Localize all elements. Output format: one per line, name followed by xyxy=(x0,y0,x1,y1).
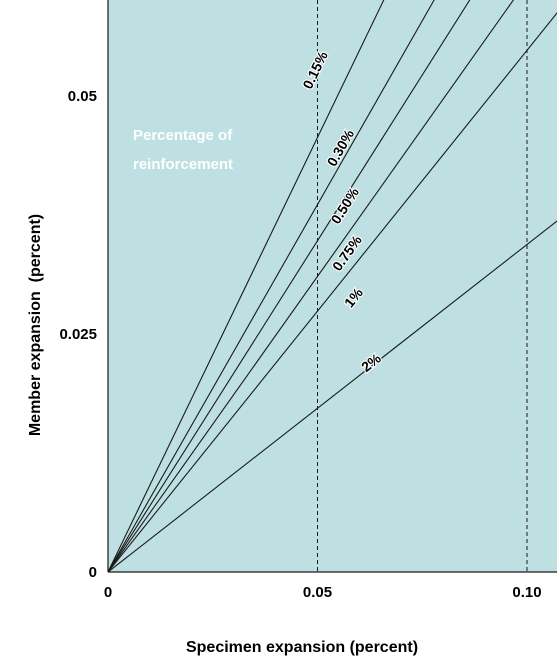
series-line-5 xyxy=(108,220,557,572)
series-line-0 xyxy=(108,0,385,572)
series-line-4 xyxy=(108,12,557,572)
series-line-2 xyxy=(108,0,471,572)
series-line-1 xyxy=(108,0,435,572)
series-line-3 xyxy=(108,0,515,572)
plot-background xyxy=(108,0,557,572)
plot-area: 0.15%0.30%0.50%0.75%1%2% xyxy=(107,0,557,573)
annotation-line-2: reinforcement xyxy=(133,156,233,173)
x-tick-label-2: 0.10 xyxy=(512,584,541,601)
y-tick-label-2: 0.05 xyxy=(68,88,97,105)
annotation-line-1: Percentage of xyxy=(133,127,233,144)
axis-ticks: 0 0.05 0.10 0 0.025 0.05 xyxy=(59,88,541,601)
y-axis-title: Member expansion (percent) xyxy=(27,214,44,436)
y-tick-label-1: 0.025 xyxy=(59,326,97,343)
y-tick-label-0: 0 xyxy=(89,564,97,581)
x-tick-label-1: 0.05 xyxy=(303,584,332,601)
x-tick-label-0: 0 xyxy=(104,584,112,601)
x-axis-title: Specimen expansion (percent) xyxy=(186,639,418,656)
